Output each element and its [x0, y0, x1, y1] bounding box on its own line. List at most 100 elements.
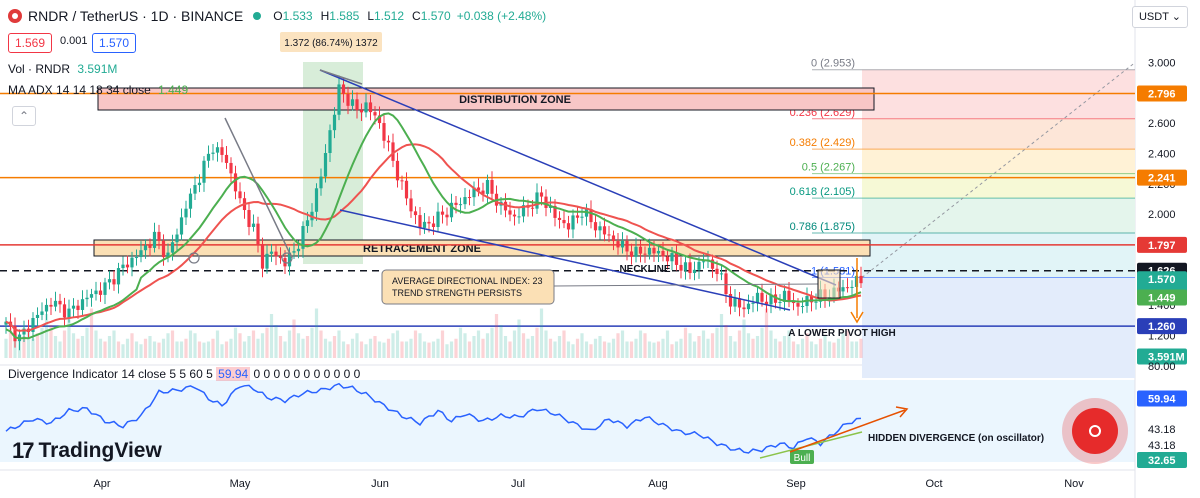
- candle-body: [292, 251, 296, 253]
- ohlc-values: O1.533 H1.585 L1.512 C1.570: [273, 9, 451, 23]
- volume-bar: [701, 330, 706, 358]
- sell-price-button[interactable]: 1.569: [8, 33, 53, 53]
- candle-body: [575, 215, 580, 218]
- oscillator-line: [5, 382, 862, 454]
- volume-bar: [580, 333, 584, 358]
- symbol-title[interactable]: RNDR / TetherUS · 1D · BINANCE: [28, 8, 244, 24]
- volume-bar: [796, 344, 800, 358]
- candle-body: [85, 297, 89, 300]
- adx-callout-line2: TREND STRENGTH PERSISTS: [392, 288, 522, 298]
- tradingview-logo[interactable]: 17 TradingView: [12, 438, 162, 464]
- chevron-down-icon: ⌄: [1171, 11, 1181, 23]
- volume-bar: [463, 333, 467, 358]
- level-price-label: [1137, 85, 1187, 102]
- volume-bar: [683, 327, 688, 358]
- currency-selector[interactable]: USDT ⌄: [1131, 6, 1188, 28]
- volume-bar: [202, 342, 206, 358]
- volume-bar: [575, 338, 580, 358]
- candle-body: [530, 207, 535, 209]
- ohlc-l: L1.512: [367, 9, 405, 23]
- level-price-text: 2.796: [1148, 88, 1176, 100]
- volume-bar: [233, 327, 238, 358]
- volume-bar: [805, 333, 809, 358]
- candle-body: [296, 248, 301, 252]
- candle-body: [314, 188, 319, 212]
- volume-bar: [269, 314, 274, 358]
- volume-bar: [670, 344, 674, 358]
- volume-bar: [215, 330, 220, 358]
- candle-body: [652, 247, 656, 254]
- volume-legend[interactable]: Vol · RNDR 3.591M: [8, 62, 117, 76]
- volume-bar: [71, 333, 76, 358]
- volume-bar: [818, 338, 823, 358]
- volume-bar: [427, 342, 431, 358]
- volume-bar: [620, 330, 625, 358]
- candle-body: [598, 226, 602, 231]
- volume-bar: [76, 338, 80, 358]
- distribution-zone-label: DISTRIBUTION ZONE: [459, 94, 571, 106]
- volume-bar: [697, 336, 701, 358]
- volume-bar: [206, 341, 211, 358]
- collapse-indicators-icon[interactable]: ⌃: [12, 106, 36, 126]
- volume-bar: [319, 330, 323, 358]
- adx-callout-line1: AVERAGE DIRECTIONAL INDEX: 23: [392, 276, 543, 286]
- volume-bar: [44, 314, 49, 358]
- volume-bar: [548, 338, 553, 358]
- volume-legend-value: 3.591M: [77, 62, 118, 76]
- volume-bar: [26, 330, 31, 358]
- candle-body: [481, 190, 485, 194]
- buy-price-button[interactable]: 1.570: [92, 33, 137, 53]
- candle-body: [143, 245, 148, 251]
- volume-bar: [530, 336, 535, 358]
- time-axis-tick: Oct: [925, 478, 942, 490]
- candle-body: [508, 210, 512, 215]
- candle-body: [643, 253, 647, 255]
- volume-bar: [305, 336, 310, 358]
- fib-zone: [862, 69, 1135, 119]
- volume-bar: [238, 333, 242, 358]
- candle-body: [125, 264, 130, 268]
- osc-value-text: 32.65: [1148, 455, 1176, 467]
- candle-body: [278, 256, 283, 259]
- candle-body: [638, 246, 643, 254]
- volume-bar: [485, 333, 490, 358]
- candle-body: [670, 253, 674, 262]
- candle-body: [179, 217, 184, 235]
- candle-body: [89, 294, 94, 298]
- current-price-label: [1137, 348, 1187, 365]
- candle-body: [287, 252, 292, 267]
- candle-body: [742, 307, 746, 310]
- volume-bar: [49, 325, 53, 358]
- candle-body: [697, 261, 701, 270]
- measure-label-box: [280, 32, 382, 52]
- candle-body: [571, 215, 575, 230]
- candle-body: [332, 114, 337, 131]
- volume-bar: [809, 341, 814, 358]
- pullback-line: [224, 117, 293, 259]
- candle-body: [733, 298, 737, 307]
- ma-adx-legend[interactable]: MA ADX 14 14 18 34 close 1.449: [8, 83, 188, 97]
- candle-body: [737, 298, 742, 308]
- candle-body: [103, 282, 107, 295]
- candle-body: [350, 99, 355, 106]
- volume-bar: [184, 338, 188, 358]
- divergence-legend[interactable]: Divergence Indicator 14 close 5 5 60 5 5…: [8, 367, 360, 381]
- level-price-text: 2.241: [1148, 173, 1176, 185]
- rndr-logo-icon: [8, 9, 22, 23]
- ohlc-c: C1.570: [412, 9, 451, 23]
- volume-bar: [764, 308, 769, 358]
- volume-bar: [161, 338, 166, 358]
- volume-bar: [845, 330, 850, 358]
- volume-bar: [643, 333, 647, 358]
- candle-body: [467, 197, 472, 199]
- retracement-zone: [93, 239, 871, 257]
- record-button[interactable]: [1062, 398, 1128, 464]
- volume-bar: [517, 319, 521, 358]
- volume-bar: [440, 330, 445, 358]
- time-axis-tick: Nov: [1064, 478, 1084, 490]
- lower-pivot-label: A LOWER PIVOT HIGH: [788, 328, 895, 339]
- time-axis-tick: Sep: [786, 478, 806, 490]
- volume-bar: [80, 336, 85, 358]
- volume-bar: [359, 341, 364, 358]
